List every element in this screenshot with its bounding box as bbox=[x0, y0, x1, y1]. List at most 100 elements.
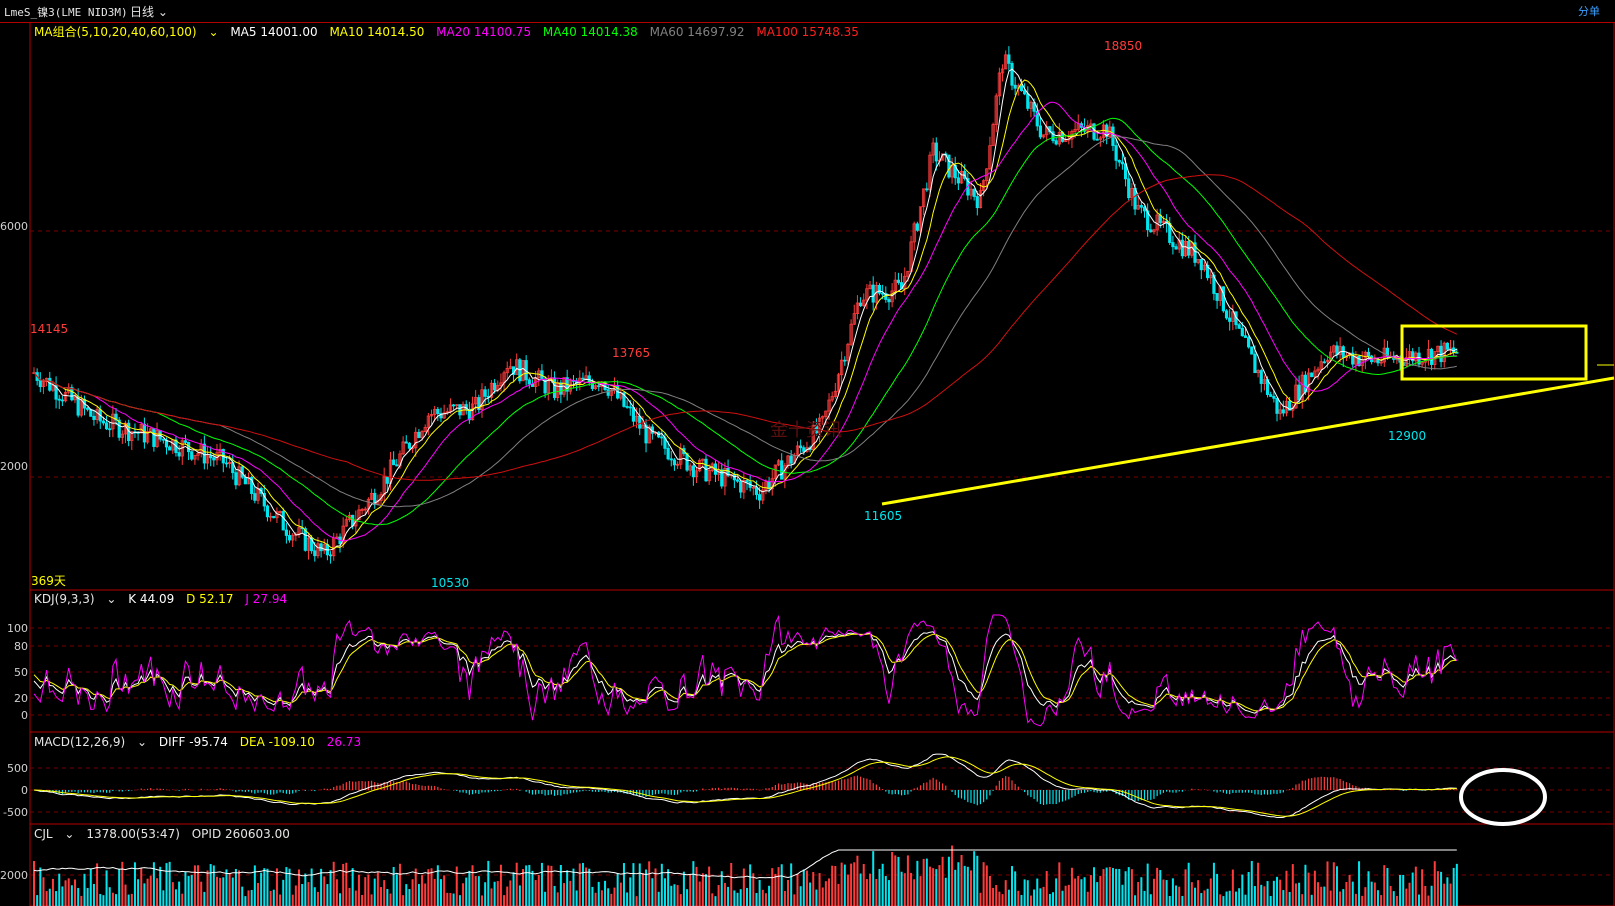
volume-bar bbox=[477, 876, 480, 906]
volume-bar bbox=[275, 868, 278, 906]
volume-bar bbox=[1061, 890, 1064, 906]
candle-body bbox=[597, 385, 601, 388]
volume-bar bbox=[966, 866, 969, 906]
open-interest-line bbox=[33, 849, 1457, 879]
candle-body bbox=[587, 375, 591, 383]
volume-bar bbox=[935, 869, 938, 906]
volume-bar bbox=[146, 878, 149, 906]
candle-body bbox=[1224, 310, 1229, 319]
volume-bar bbox=[1105, 867, 1108, 906]
kdj-y-100: 100 bbox=[7, 622, 28, 635]
volume-bar bbox=[33, 861, 35, 906]
candle-body bbox=[284, 529, 288, 536]
volume-bar bbox=[487, 860, 490, 906]
volume-bar bbox=[1007, 889, 1010, 906]
volume-bar bbox=[749, 864, 752, 906]
volume-bar bbox=[588, 868, 591, 906]
candle-body bbox=[1228, 317, 1232, 322]
volume-bar bbox=[436, 865, 439, 906]
volume-bar bbox=[846, 874, 849, 906]
candle-body bbox=[956, 177, 960, 184]
candle-body bbox=[1310, 372, 1314, 378]
volume-bar bbox=[1351, 881, 1354, 906]
volume-bar bbox=[1152, 878, 1155, 906]
ma-group-label: MA组合(5,10,20,40,60,100) bbox=[34, 25, 197, 39]
watermark: 金十资讯 bbox=[770, 420, 842, 441]
volume-bar bbox=[843, 864, 846, 906]
candle-body bbox=[357, 509, 361, 521]
volume-bar bbox=[764, 893, 767, 906]
volume-bar bbox=[654, 868, 657, 906]
volume-bar bbox=[1288, 891, 1291, 906]
macd-y-neg500: -500 bbox=[3, 806, 28, 819]
volume-bar bbox=[594, 892, 597, 906]
ma-group-selector[interactable]: MA组合(5,10,20,40,60,100) ⌄ bbox=[34, 25, 219, 39]
volume-bar bbox=[1332, 862, 1335, 906]
volume-bar bbox=[616, 873, 619, 906]
candle-body bbox=[414, 431, 418, 449]
candle-body bbox=[707, 470, 711, 482]
candle-body bbox=[685, 453, 689, 471]
candle-body bbox=[369, 492, 374, 500]
pane-frame bbox=[29, 823, 1615, 906]
volume-bar bbox=[1212, 862, 1215, 906]
volume-bar bbox=[421, 875, 424, 906]
volume-bars bbox=[33, 845, 1458, 906]
candle-body bbox=[1029, 101, 1033, 109]
volume-bar bbox=[152, 862, 155, 906]
candle-body bbox=[982, 180, 986, 192]
candle-body bbox=[455, 404, 459, 407]
price-label-18850: 18850 bbox=[1104, 39, 1143, 53]
candle-body bbox=[751, 486, 755, 489]
volume-bar bbox=[818, 873, 821, 906]
candle-body bbox=[975, 196, 979, 209]
macd-diff-line bbox=[33, 753, 1457, 818]
volume-bar bbox=[1134, 895, 1137, 906]
volume-selector[interactable]: CJL ⌄ bbox=[34, 827, 75, 841]
volume-bar bbox=[824, 881, 827, 906]
candle-body bbox=[1161, 220, 1166, 224]
candle-body bbox=[1199, 259, 1203, 271]
candle-body bbox=[552, 377, 557, 398]
volume-bar bbox=[417, 883, 420, 906]
volume-bar bbox=[869, 873, 872, 906]
candle-body bbox=[1054, 140, 1058, 145]
volume-bar bbox=[1216, 873, 1219, 906]
volume-bar bbox=[960, 854, 963, 906]
candle-body bbox=[1253, 353, 1257, 374]
volume-bar bbox=[398, 863, 401, 906]
kdj-selector[interactable]: KDJ(9,3,3) ⌄ bbox=[34, 592, 117, 606]
volume-bar bbox=[70, 885, 73, 906]
macd-selector[interactable]: MACD(12,26,9) ⌄ bbox=[34, 735, 148, 749]
volume-bar bbox=[266, 868, 269, 906]
volume-bar bbox=[433, 878, 436, 906]
candle-body bbox=[1215, 293, 1219, 301]
volume-bar bbox=[692, 861, 695, 906]
volume-bar bbox=[919, 876, 922, 906]
candle-body bbox=[906, 270, 910, 277]
volume-bar bbox=[1219, 894, 1222, 906]
volume-bar bbox=[484, 882, 487, 906]
volume-bar bbox=[316, 891, 319, 906]
corner-button[interactable]: 分单 bbox=[1578, 5, 1600, 18]
candle-body bbox=[609, 389, 613, 396]
volume-bar bbox=[1162, 879, 1165, 906]
period-selector[interactable]: 日线 ⌄ bbox=[130, 3, 168, 20]
volume-bar bbox=[973, 851, 976, 906]
volume-bar bbox=[777, 867, 780, 906]
candle-body bbox=[209, 455, 213, 459]
volume-bar bbox=[449, 892, 452, 906]
ma40-line bbox=[33, 117, 1457, 526]
candle-body bbox=[1414, 352, 1418, 362]
volume-bar bbox=[1402, 874, 1405, 906]
candle-body bbox=[420, 431, 424, 438]
volume-bar bbox=[493, 881, 496, 906]
candle-body bbox=[799, 445, 803, 449]
candle-body bbox=[341, 525, 345, 545]
volume-bar bbox=[42, 877, 45, 906]
volume-bar bbox=[1452, 867, 1455, 906]
volume-bar bbox=[1272, 880, 1275, 906]
candle-body bbox=[253, 493, 257, 501]
candle-body bbox=[1123, 163, 1128, 180]
